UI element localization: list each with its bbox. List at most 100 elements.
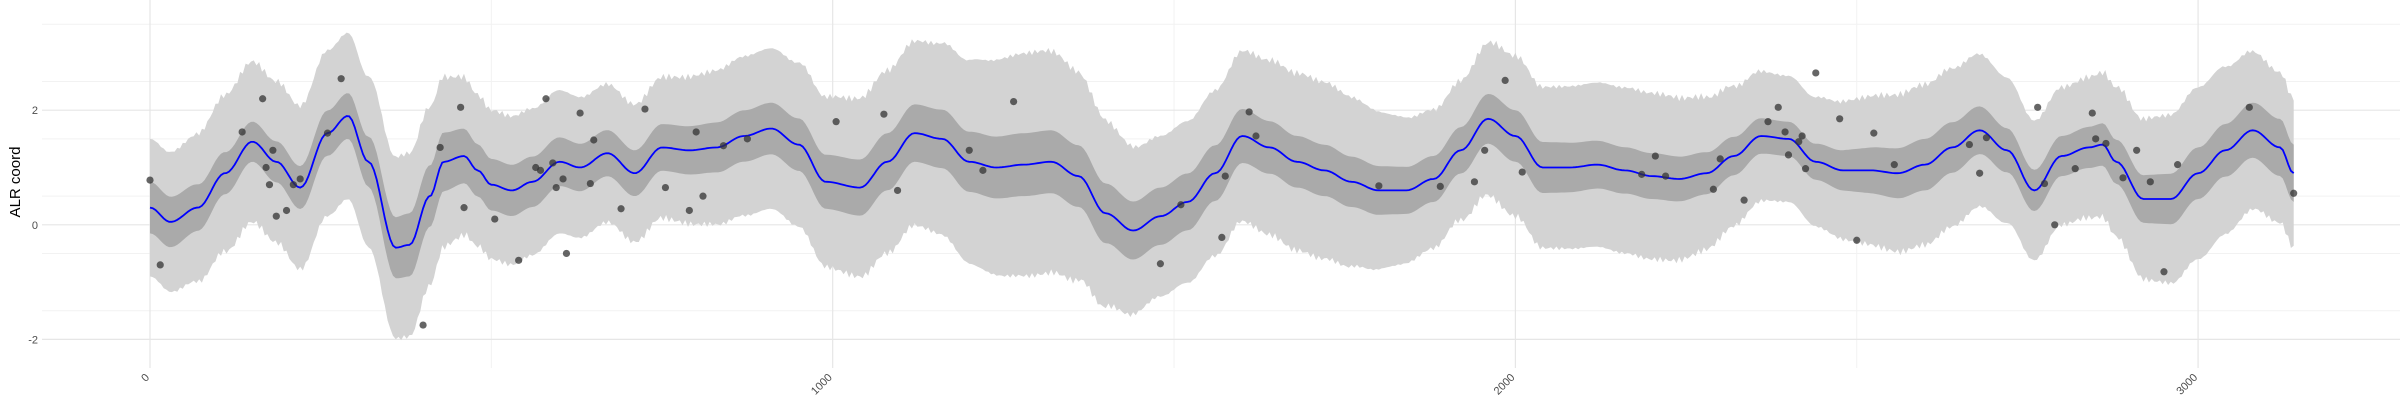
observation-point xyxy=(2088,109,2096,117)
observation-point xyxy=(1870,129,1878,137)
observation-point xyxy=(2102,139,2110,148)
observation-point xyxy=(1801,165,1810,173)
observation-point xyxy=(1651,152,1659,160)
observation-point xyxy=(491,215,499,223)
observation-point xyxy=(2119,174,2127,182)
x-tick-label: 0 xyxy=(139,372,152,385)
observation-point xyxy=(2290,189,2298,197)
x-tick-label: 1000 xyxy=(809,372,835,398)
mean-line xyxy=(149,115,2295,249)
observation-point xyxy=(1375,182,1383,190)
observation-point xyxy=(562,249,571,258)
observation-point xyxy=(1774,103,1782,111)
observation-point xyxy=(1156,260,1164,268)
observation-point xyxy=(1795,138,1803,146)
observation-point xyxy=(893,186,902,195)
observation-point xyxy=(1218,233,1226,242)
observation-point xyxy=(979,166,987,174)
y-tick-label: 2 xyxy=(32,105,38,117)
observation-point xyxy=(880,110,888,118)
observation-point xyxy=(262,163,270,172)
observation-point xyxy=(2174,161,2182,169)
observation-point xyxy=(156,261,164,269)
observation-point xyxy=(1965,140,1973,149)
observation-point xyxy=(323,129,332,137)
y-axis-tick-labels: -2 0 2 xyxy=(28,105,38,346)
observation-point xyxy=(2146,178,2154,186)
observation-point xyxy=(337,75,345,83)
observation-point xyxy=(2092,135,2100,143)
observation-point xyxy=(1661,172,1670,180)
observation-point xyxy=(743,135,751,143)
observation-point xyxy=(1470,178,1479,186)
observation-point xyxy=(2034,103,2042,111)
observation-point xyxy=(1784,151,1793,159)
observation-point xyxy=(1501,76,1509,85)
observation-point xyxy=(2245,103,2253,111)
observation-point xyxy=(265,181,274,189)
observation-point xyxy=(515,256,523,264)
observation-point xyxy=(457,103,465,111)
observation-point xyxy=(1798,132,1806,140)
observation-point xyxy=(542,95,550,103)
observation-point xyxy=(272,212,280,220)
observation-point xyxy=(1853,236,1861,244)
x-tick-label: 3000 xyxy=(2174,372,2200,398)
observation-point xyxy=(419,321,427,329)
observation-point xyxy=(559,175,567,183)
observation-point xyxy=(549,159,557,167)
observation-point xyxy=(1221,172,1229,180)
observation-point xyxy=(1481,146,1489,154)
observation-point xyxy=(661,183,670,192)
observation-point xyxy=(460,204,468,212)
observation-point xyxy=(576,109,584,117)
observation-point xyxy=(590,136,598,144)
observation-point xyxy=(289,181,297,189)
observation-point xyxy=(719,142,728,150)
observation-point xyxy=(1716,155,1724,163)
observation-point xyxy=(699,192,707,200)
observation-point xyxy=(282,206,291,215)
observation-point xyxy=(586,179,594,188)
observation-point xyxy=(552,183,560,192)
observation-point xyxy=(1812,69,1820,77)
inner-interval-band xyxy=(150,93,2294,279)
y-tick-label: -2 xyxy=(28,334,38,346)
observation-point xyxy=(1010,98,1018,106)
observation-point xyxy=(832,118,840,126)
observation-point xyxy=(2160,268,2168,276)
y-axis-title: ALR coord xyxy=(7,147,24,218)
observation-point xyxy=(146,176,154,184)
observation-point xyxy=(436,143,444,152)
observation-point xyxy=(1252,132,1260,140)
mean-line-series xyxy=(149,115,2295,249)
x-axis-tick-labels: 0 1000 2000 3000 xyxy=(139,372,2200,398)
observation-point xyxy=(641,105,649,113)
observation-point xyxy=(685,206,693,215)
y-tick-label: 0 xyxy=(32,220,38,232)
observation-point xyxy=(2071,165,2079,173)
observation-point xyxy=(965,146,973,154)
observation-point xyxy=(1764,118,1772,126)
inner-band-area xyxy=(150,93,2294,279)
x-tick-label: 2000 xyxy=(1492,372,1518,398)
observation-point xyxy=(1518,168,1526,176)
observation-points xyxy=(146,69,2298,329)
observation-point xyxy=(1436,182,1444,191)
observation-point xyxy=(1709,185,1717,193)
observation-point xyxy=(692,128,700,136)
observation-point xyxy=(1177,201,1185,209)
observation-point xyxy=(617,205,625,213)
observation-point xyxy=(1836,115,1844,123)
observation-point xyxy=(2133,146,2141,154)
observation-point xyxy=(238,128,246,136)
observation-point xyxy=(1890,161,1898,169)
observation-point xyxy=(2051,221,2059,229)
observation-point xyxy=(1982,134,1991,142)
observation-point xyxy=(259,95,267,103)
observation-point xyxy=(1781,128,1789,136)
observation-point xyxy=(269,146,277,154)
observation-point xyxy=(296,175,304,183)
observation-point xyxy=(1740,196,1748,204)
